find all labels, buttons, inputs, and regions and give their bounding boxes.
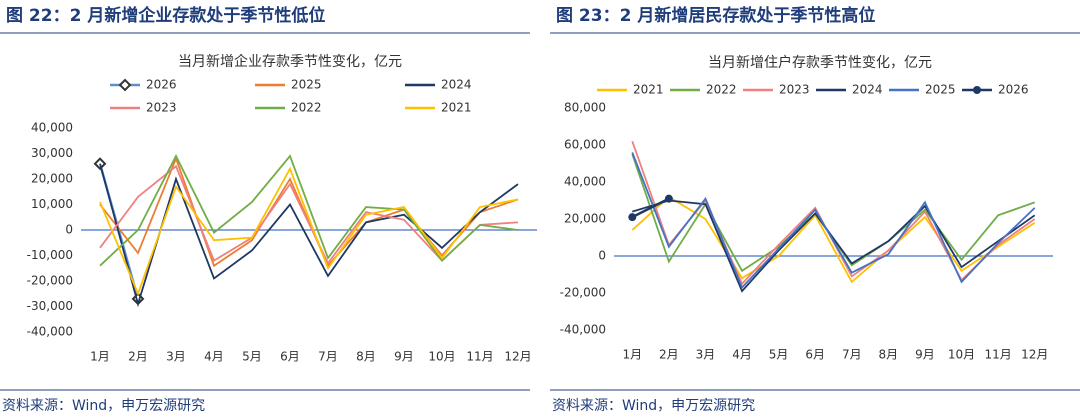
y-tick-label: 20,000 — [31, 172, 73, 186]
x-tick-label: 8月 — [356, 350, 376, 364]
y-tick-label: -20,000 — [560, 286, 606, 300]
x-tick-label: 10月 — [948, 348, 975, 362]
legend-label: 2024 — [852, 83, 883, 97]
x-tick-label: 1月 — [622, 348, 642, 362]
y-tick-label: 30,000 — [31, 146, 73, 160]
legend-marker — [973, 86, 981, 94]
y-tick-label: 60,000 — [564, 138, 606, 152]
x-tick-label: 1月 — [90, 350, 110, 364]
y-tick-label: 20,000 — [564, 212, 606, 226]
x-tick-label: 8月 — [879, 348, 899, 362]
legend-label: 2022 — [706, 83, 737, 97]
series-line — [631, 153, 1036, 273]
legend-label: 2026 — [998, 83, 1029, 97]
series-line — [99, 154, 519, 267]
source: 资料来源：Wind，申万宏源研究 — [2, 398, 205, 414]
x-tick-label: 5月 — [242, 350, 262, 364]
figure-heading: 图 23：2 月新增居民存款处于季节性高位 — [556, 5, 875, 26]
x-tick-label: 12月 — [504, 350, 531, 364]
legend-label: 2023 — [146, 101, 177, 115]
series-line — [632, 199, 1036, 293]
y-tick-label: 0 — [65, 223, 73, 237]
series-line — [99, 163, 519, 308]
x-tick-label: 9月 — [394, 350, 414, 364]
y-tick-label: -40,000 — [27, 325, 73, 339]
legend-label: 2025 — [291, 78, 322, 92]
legend-label: 2021 — [441, 101, 472, 115]
x-tick-label: 11月 — [466, 350, 493, 364]
x-tick-label: 5月 — [769, 348, 789, 362]
x-tick-label: 2月 — [128, 350, 148, 364]
y-tick-label: 40,000 — [564, 175, 606, 189]
y-tick-label: -40,000 — [560, 323, 606, 337]
legend-label: 2022 — [291, 101, 322, 115]
source: 资料来源：Wind，申万宏源研究 — [552, 398, 755, 414]
x-tick-label: 7月 — [842, 348, 862, 362]
y-tick-label: 10,000 — [31, 197, 73, 211]
legend-label: 2024 — [441, 78, 472, 92]
x-tick-label: 10月 — [428, 350, 455, 364]
x-tick-label: 11月 — [984, 348, 1011, 362]
y-tick-label: -20,000 — [27, 274, 73, 288]
x-tick-label: 6月 — [280, 350, 300, 364]
x-tick-label: 3月 — [166, 350, 186, 364]
series-line — [99, 166, 519, 297]
legend-label: 2026 — [146, 78, 177, 92]
legend-label: 2023 — [779, 83, 810, 97]
y-tick-label: -10,000 — [27, 248, 73, 262]
x-tick-label: 4月 — [204, 350, 224, 364]
series-line — [631, 152, 1036, 290]
y-tick-label: -30,000 — [27, 299, 73, 313]
y-tick-label: 40,000 — [31, 121, 73, 135]
legend-label: 2021 — [633, 83, 664, 97]
x-tick-label: 6月 — [805, 348, 825, 362]
x-tick-label: 7月 — [318, 350, 338, 364]
chart-title: 当月新增企业存款季节性变化，亿元 — [178, 53, 402, 70]
point — [628, 213, 637, 222]
x-tick-label: 4月 — [732, 348, 752, 362]
x-tick-label: 12月 — [1021, 348, 1048, 362]
x-tick-label: 2月 — [659, 348, 679, 362]
legend-label: 2025 — [925, 83, 956, 97]
series-line — [99, 156, 519, 268]
point — [664, 194, 673, 203]
y-tick-label: 0 — [598, 249, 606, 263]
chart-title: 当月新增住户存款季节性变化，亿元 — [708, 54, 932, 71]
series-line — [631, 197, 670, 219]
y-tick-label: 80,000 — [564, 101, 606, 115]
x-tick-label: 3月 — [696, 348, 716, 362]
figure-heading: 图 22：2 月新增企业存款处于季节性低位 — [6, 5, 325, 26]
x-tick-label: 9月 — [915, 348, 935, 362]
legend-marker — [118, 78, 132, 92]
